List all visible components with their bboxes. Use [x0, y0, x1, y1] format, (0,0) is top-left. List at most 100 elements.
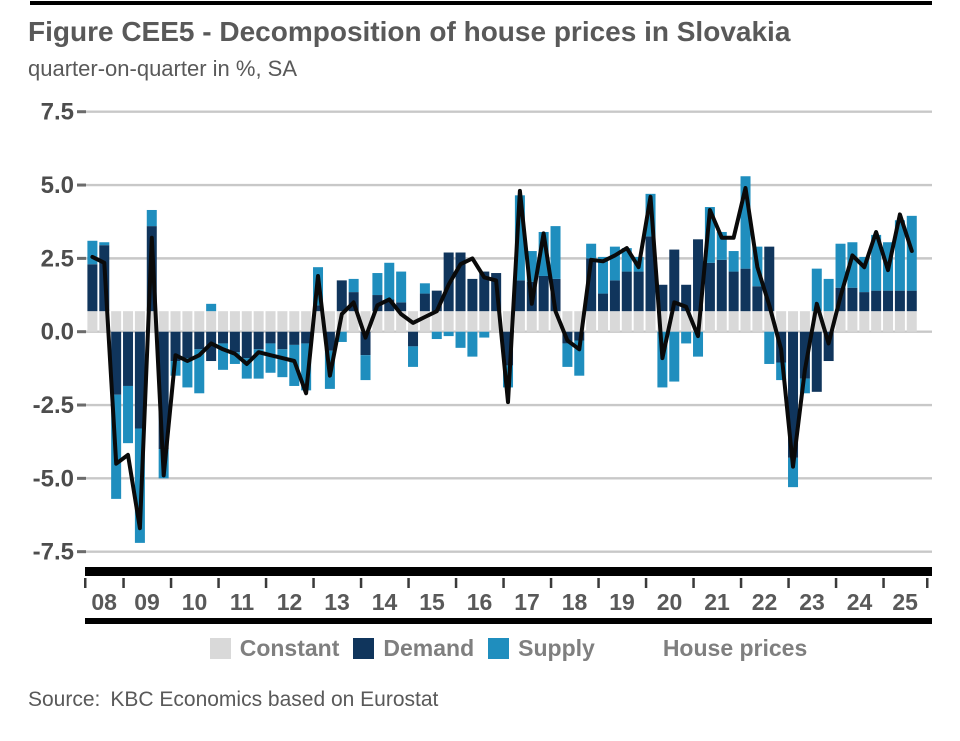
demand-bar	[265, 331, 276, 344]
supply-bar	[562, 343, 573, 367]
constant-bar	[598, 311, 609, 332]
constant-bar	[811, 311, 822, 332]
constant-bar	[431, 311, 442, 332]
x-axis-ticks	[84, 578, 929, 588]
constant-bar	[657, 311, 668, 332]
constant-bar	[883, 311, 894, 332]
demand-bar	[111, 331, 122, 395]
demand-bar	[431, 290, 442, 312]
y-tick-dash	[77, 256, 86, 260]
demand-bar	[859, 292, 870, 312]
demand-bar	[384, 299, 395, 312]
x-tick	[502, 578, 505, 588]
constant-bar	[313, 311, 324, 332]
demand-bar	[894, 290, 905, 312]
year-label: 18	[562, 589, 588, 615]
constant-bar	[633, 311, 644, 332]
supply-bar	[229, 352, 240, 364]
supply-bar	[609, 246, 620, 281]
year-label: 16	[467, 589, 493, 615]
supply-bar	[99, 242, 110, 246]
supply-bar	[550, 226, 561, 279]
supply-bar	[419, 283, 430, 294]
demand-bar	[669, 249, 680, 312]
demand-bar	[538, 275, 549, 312]
constant-bar	[859, 311, 870, 332]
constant-bar	[384, 311, 395, 332]
supply-bar	[621, 248, 632, 272]
supply-bar	[788, 457, 799, 488]
constant-bar	[562, 311, 573, 332]
supply-bar	[194, 349, 205, 394]
demand-bar	[657, 284, 668, 312]
x-tick	[644, 578, 648, 588]
demand-swatch-icon	[353, 637, 375, 659]
constant-bar	[669, 311, 680, 332]
legend-label: Supply	[518, 634, 595, 661]
constant-bar	[764, 311, 775, 332]
year-label: 17	[514, 589, 540, 615]
bars-group	[87, 176, 917, 543]
constant-bar	[574, 311, 585, 332]
x-tick	[359, 578, 363, 588]
y-tick-label: 2.5	[41, 245, 74, 272]
demand-bar	[289, 331, 300, 345]
constant-bar	[123, 311, 134, 332]
demand-bar	[621, 271, 632, 312]
demand-bar	[823, 331, 834, 362]
x-tick	[926, 578, 929, 588]
constant-bar	[894, 311, 905, 332]
constant-bar	[396, 311, 407, 332]
legend-label: Demand	[383, 634, 475, 661]
demand-bar	[194, 331, 205, 350]
demand-bar	[206, 331, 217, 362]
x-tick	[739, 578, 743, 588]
x-tick	[549, 578, 553, 588]
supply-bar	[146, 209, 157, 227]
top-border-rule	[30, 1, 932, 5]
x-tick	[122, 578, 125, 588]
source-label: Source:	[28, 688, 101, 711]
supply-bar	[479, 331, 490, 338]
y-tick-dash	[77, 110, 86, 114]
x-tick	[454, 578, 458, 588]
constant-bar	[206, 311, 217, 332]
legend-item-demand: Demand	[353, 635, 474, 662]
y-tick-dash	[77, 476, 86, 480]
constant-bar	[835, 311, 846, 332]
constant-bar	[372, 311, 383, 332]
supply-bar	[384, 262, 395, 300]
supply-bar	[277, 349, 288, 378]
year-label: 21	[704, 589, 730, 615]
demand-bar	[467, 278, 478, 312]
constant-bar	[265, 311, 276, 332]
demand-bar	[681, 284, 692, 312]
constant-bar	[871, 311, 882, 332]
constant-bar	[170, 311, 181, 332]
constant-bar	[241, 311, 252, 332]
demand-bar	[716, 259, 727, 312]
constant-bar	[479, 311, 490, 332]
constant-bar	[740, 311, 751, 332]
constant-bar	[514, 311, 525, 332]
constant-bar	[194, 311, 205, 332]
legend-item-supply: Supply	[488, 635, 595, 662]
year-label: 23	[799, 589, 825, 615]
demand-bar	[883, 290, 894, 312]
constant-bar	[229, 311, 240, 332]
supply-bar	[574, 340, 585, 376]
legend-item-house-prices: House prices	[663, 635, 807, 662]
supply-bar	[693, 331, 704, 357]
demand-bar	[336, 280, 347, 312]
supply-bar	[835, 243, 846, 288]
demand-bar	[609, 280, 620, 312]
constant-bar	[621, 311, 632, 332]
demand-bar	[704, 262, 715, 312]
supply-bar	[514, 195, 525, 281]
legend-label: Constant	[239, 634, 340, 661]
demand-bar	[134, 331, 145, 429]
demand-bar	[633, 271, 644, 312]
demand-bar	[158, 331, 169, 450]
constant-bar	[776, 311, 787, 332]
